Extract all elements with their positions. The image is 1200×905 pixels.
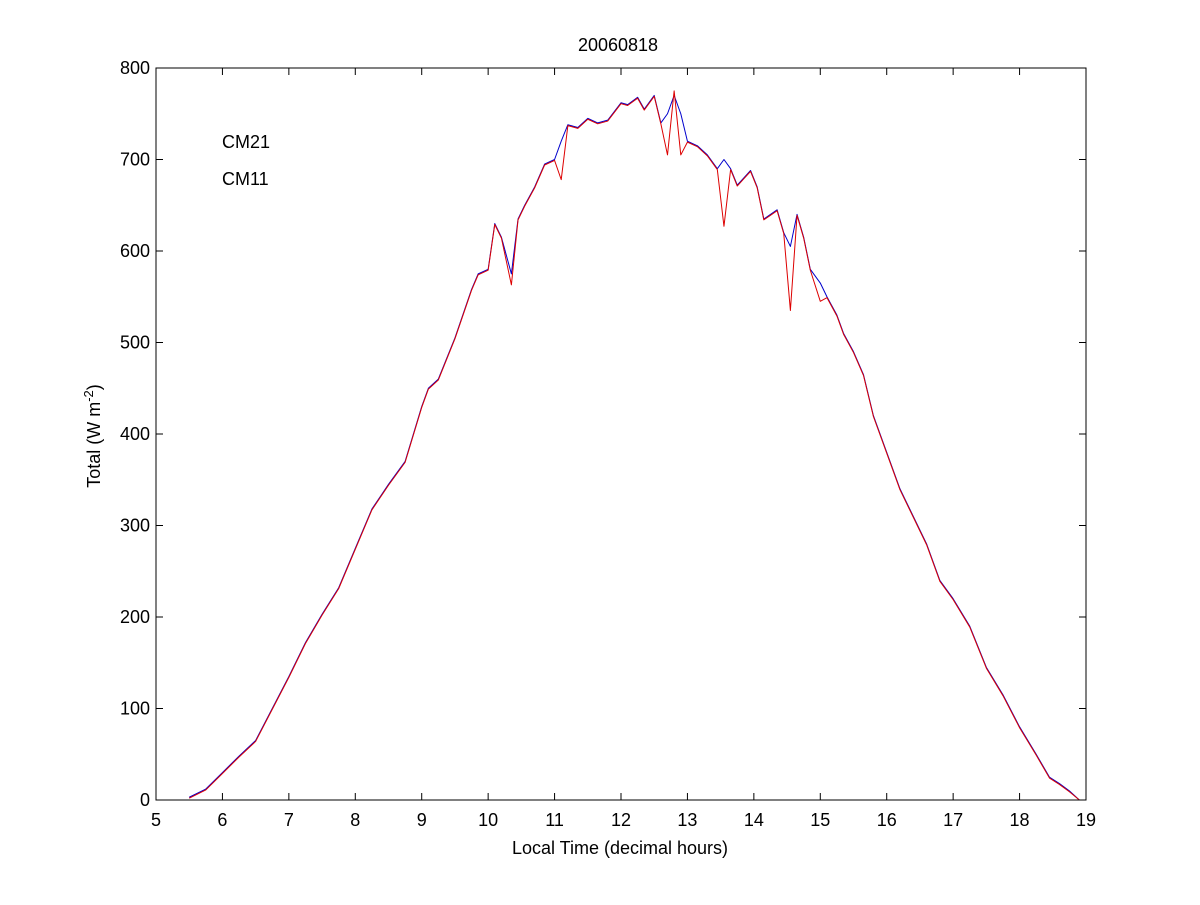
y-tick-label: 300 [120, 516, 150, 536]
y-tick-label: 0 [140, 790, 150, 810]
x-tick-label: 5 [151, 810, 161, 830]
x-tick-label: 14 [744, 810, 764, 830]
x-axis-label: Local Time (decimal hours) [512, 838, 728, 858]
x-tick-label: 6 [217, 810, 227, 830]
legend-entry-cm11: CM11 [222, 169, 269, 189]
ticks-layer: 5 6 7 8 9 10 11 12 13 14 15 16 17 18 19 0 100 200 300 400 50… [120, 58, 1096, 830]
legend: CM21 CM11 [222, 132, 270, 189]
chart-title: 20060818 [578, 35, 658, 55]
series-line-cm11 [188, 90, 1080, 801]
series-layer [188, 90, 1080, 801]
x-tick-label: 18 [1010, 810, 1030, 830]
x-tick-label: 10 [478, 810, 498, 830]
x-tick-label: 15 [810, 810, 830, 830]
y-tick-label: 100 [120, 699, 150, 719]
x-tick-label: 7 [284, 810, 294, 830]
x-tick-label: 16 [877, 810, 897, 830]
y-tick-label: 500 [120, 333, 150, 353]
y-axis-label-base: Total (W m [84, 402, 104, 488]
y-tick-label: 200 [120, 607, 150, 627]
x-tick-label: 17 [943, 810, 963, 830]
y-axis-label-superscript: -2 [81, 390, 96, 402]
y-tick-label: 600 [120, 241, 150, 261]
x-tick-label: 19 [1076, 810, 1096, 830]
x-tick-label: 12 [611, 810, 631, 830]
y-tick-label: 400 [120, 424, 150, 444]
y-tick-label: 700 [120, 150, 150, 170]
y-axis-label: Total (W m-2) [81, 384, 104, 488]
y-axis-label-close: ) [84, 384, 104, 390]
legend-entry-cm21: CM21 [222, 132, 270, 152]
x-tick-label: 8 [350, 810, 360, 830]
y-tick-label: 800 [120, 58, 150, 78]
x-tick-label: 9 [417, 810, 427, 830]
x-tick-label: 13 [677, 810, 697, 830]
plot-area [156, 68, 1086, 800]
x-tick-label: 11 [545, 810, 564, 830]
